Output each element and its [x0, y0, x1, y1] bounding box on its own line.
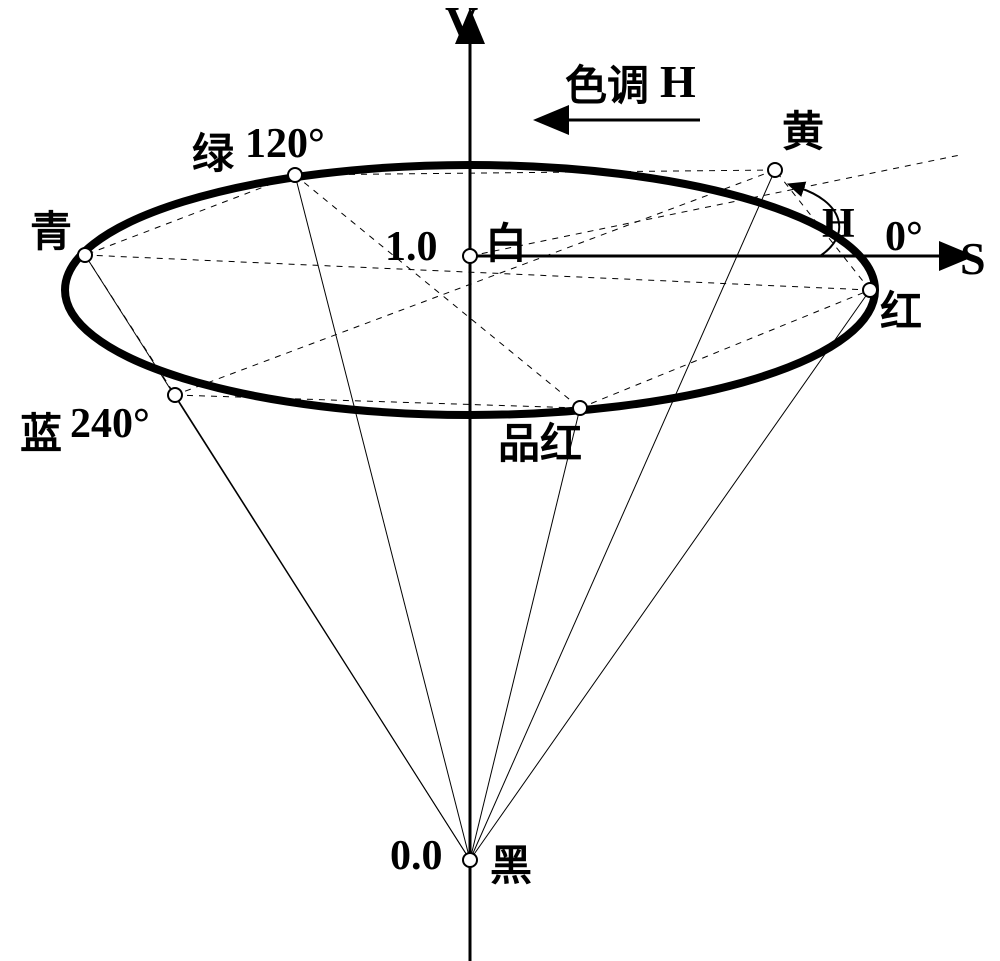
hsv-cone-diagram: V S 色调 H 1.0 白 0.0 黑 H 0° 红 黄 绿 120° 青 蓝… — [0, 0, 1000, 961]
blue-label: 蓝 — [20, 400, 62, 461]
green-deg: 120° — [245, 120, 325, 168]
s-axis-label: S — [960, 232, 986, 285]
yellow-label: 黄 — [782, 98, 824, 159]
red-deg: 0° — [885, 213, 923, 261]
h-angle-label: H — [822, 200, 855, 248]
blue-deg: 240° — [70, 400, 150, 448]
hue-label-h: H — [660, 55, 696, 108]
green-label: 绿 — [192, 120, 234, 181]
cyan-label: 青 — [30, 198, 72, 259]
magenta-label: 品红 — [498, 410, 582, 471]
cone-edges — [85, 170, 870, 860]
apex-color: 黑 — [490, 832, 532, 893]
red-label: 红 — [880, 278, 922, 339]
hexagon-edges — [85, 170, 870, 408]
hue-label: 色调 — [565, 52, 649, 113]
diagram-svg — [0, 0, 1000, 961]
center-value: 1.0 — [385, 223, 438, 271]
apex-value: 0.0 — [390, 832, 443, 880]
vertex-nodes — [78, 163, 877, 867]
v-axis-label: V — [445, 0, 478, 49]
center-color: 白 — [485, 210, 527, 271]
hexagon-diagonals — [85, 170, 870, 408]
